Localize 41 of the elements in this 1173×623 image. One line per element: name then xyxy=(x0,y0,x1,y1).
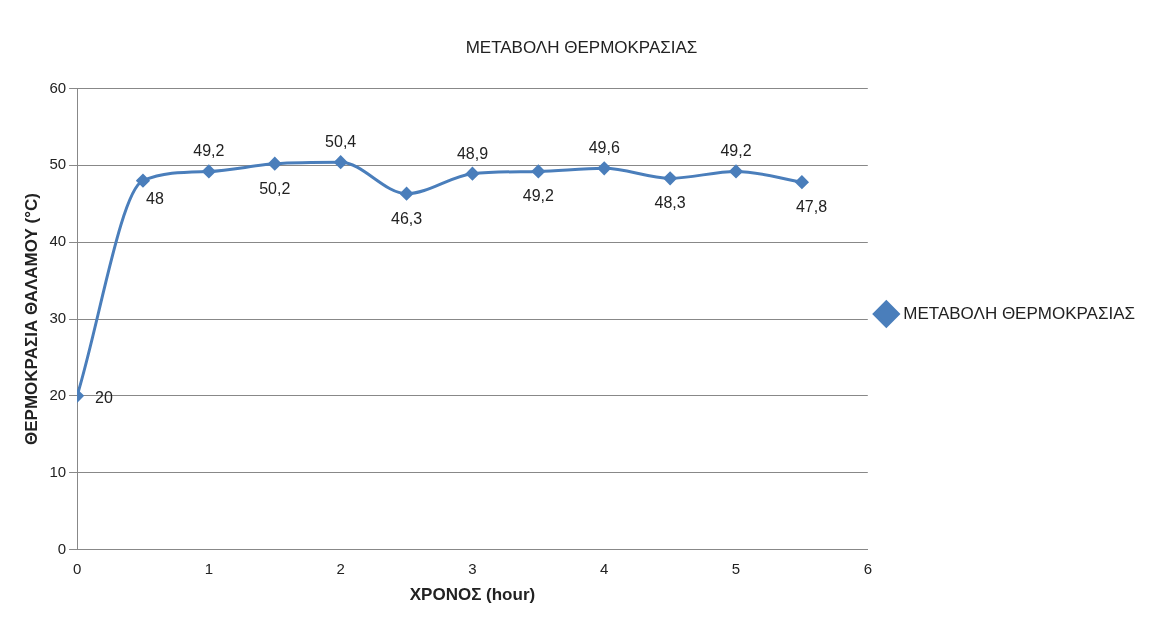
data-label: 49,2 xyxy=(522,187,555,205)
data-label: 20 xyxy=(95,388,113,406)
x-tick-label: 1 xyxy=(204,559,214,577)
chart-title: ΜΕΤΑΒΟΛΗ ΘΕΡΜΟΚΡΑΣΙΑΣ xyxy=(465,37,698,57)
x-tick-label: 0 xyxy=(72,559,82,577)
data-label: 48,3 xyxy=(654,194,686,212)
point xyxy=(795,175,809,189)
x-axis-title: ΧΡΟΝΟΣ (hour) xyxy=(409,585,536,605)
point xyxy=(400,187,414,201)
x-tick-label: 3 xyxy=(468,559,477,577)
data-label: 50,2 xyxy=(259,179,291,197)
x-tick-label: 6 xyxy=(863,559,872,577)
y-tick-label: 20 xyxy=(49,386,67,404)
data-label: 47,8 xyxy=(795,198,828,216)
point xyxy=(202,164,216,178)
data-label: 48 xyxy=(145,189,164,207)
x-tick-label: 5 xyxy=(731,559,741,577)
data-label: 50,4 xyxy=(325,133,357,151)
y-tick-label: 10 xyxy=(49,462,67,480)
y-tick-label: 30 xyxy=(49,309,67,327)
point xyxy=(268,157,282,171)
data-label: 49,2 xyxy=(193,142,225,160)
data-label: 49,2 xyxy=(720,142,752,160)
y-tick-label: 0 xyxy=(57,539,67,557)
point xyxy=(597,161,611,175)
point xyxy=(531,164,545,178)
point xyxy=(136,174,150,188)
point xyxy=(729,164,743,178)
y-tick-label: 50 xyxy=(49,155,67,173)
point xyxy=(663,171,677,185)
y-tick-label: 40 xyxy=(49,232,67,250)
y-tick-label: 60 xyxy=(49,78,67,96)
x-tick-label: 2 xyxy=(336,559,345,577)
point xyxy=(465,167,479,181)
data-label: 48,9 xyxy=(456,144,489,162)
legend-label: ΜΕΤΑΒΟΛΗ ΘΕΡΜΟΚΡΑΣΙΑΣ xyxy=(903,303,1136,323)
data-label: 46,3 xyxy=(390,209,423,227)
x-tick-label: 4 xyxy=(600,559,609,577)
point xyxy=(334,155,348,169)
y-axis-title: ΘΕΡΜΟΚΡΑΣΙΑ ΘΑΛΑΜΟΥ (°C) xyxy=(21,193,41,445)
data-label: 49,6 xyxy=(588,139,620,157)
